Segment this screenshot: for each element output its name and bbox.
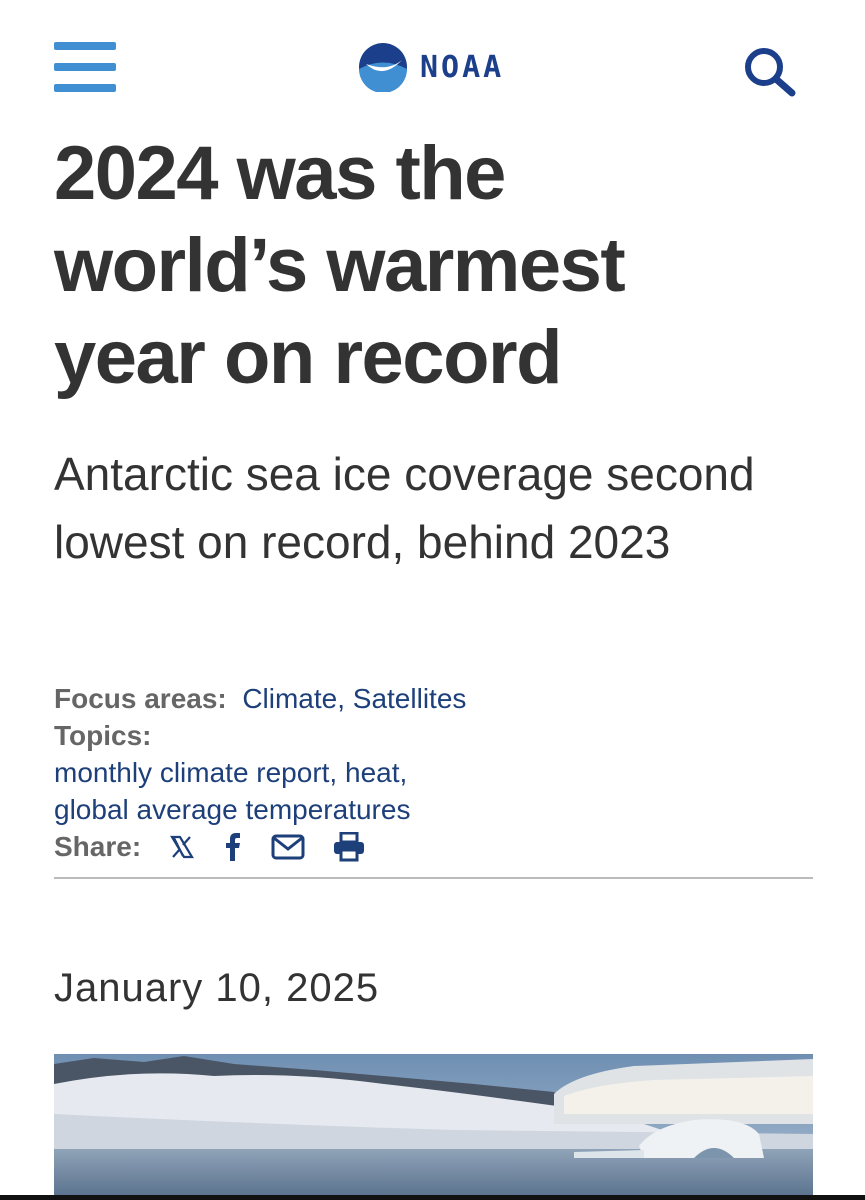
bottom-edge [0,1195,865,1200]
share-print[interactable] [333,831,365,862]
focus-label: Focus areas: [54,683,227,714]
logo-text: NOAA [420,49,505,85]
share-label: Share: [54,831,142,862]
share-email[interactable] [271,834,305,860]
article-date: January 10, 2025 [54,966,380,1010]
focus-areas: Focus areas: Climate, Satellites [54,680,466,717]
search-button[interactable] [742,46,798,98]
menu-button[interactable] [54,42,116,92]
share-x[interactable] [169,834,195,860]
topics-label: Topics: [54,720,152,751]
divider [54,877,813,879]
hero-image [54,1054,813,1195]
top-bar: NOAA [0,0,865,125]
logo[interactable]: NOAA [358,42,504,92]
topic-link[interactable]: global average temperatures [54,794,411,825]
logo-emblem [359,43,407,92]
share-facebook[interactable] [223,832,243,861]
topic-link[interactable]: monthly climate report, heat, [54,757,408,788]
article-subtitle: Antarctic sea ice coverage second lowest… [54,448,755,568]
article-title: 2024 was the world’s warmest year on rec… [54,131,626,400]
focus-links[interactable]: Climate, Satellites [242,683,467,714]
share-row: Share: [54,828,466,865]
article-meta: Focus areas: Climate, Satellites Topics:… [54,680,466,865]
